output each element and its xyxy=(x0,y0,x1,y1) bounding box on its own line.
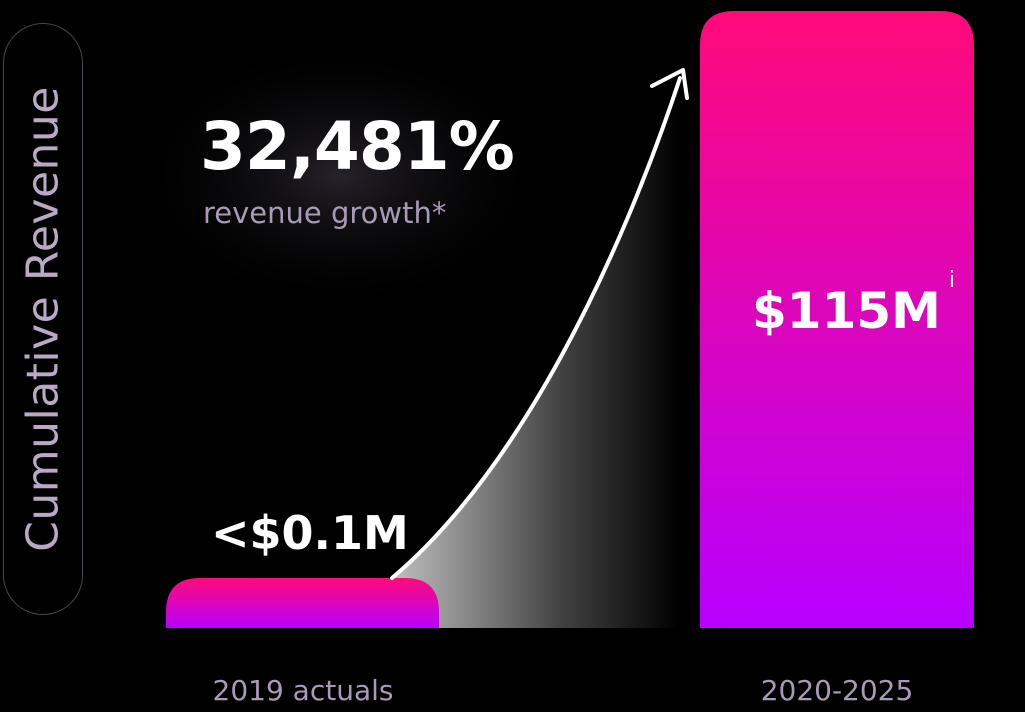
y-axis-label: Cumulative Revenue xyxy=(17,86,69,552)
headline-subtitle: revenue growth* xyxy=(203,196,447,230)
arrow-head xyxy=(650,68,689,100)
headline-value: 32,481% xyxy=(200,108,515,185)
bar-2019-actuals xyxy=(166,578,439,628)
x-tick-2019-actuals: 2019 actuals xyxy=(212,674,394,707)
growth-arrow xyxy=(390,76,682,580)
growth-area xyxy=(392,78,680,628)
bar-value-label-2020-2025: $115Mi xyxy=(752,268,956,340)
headline-glow xyxy=(120,35,560,315)
y-axis-pill xyxy=(3,23,83,615)
x-tick-2020-2025: 2020-2025 xyxy=(760,674,914,707)
footnote-marker[interactable]: i xyxy=(948,268,956,293)
bar-value-label-2019: <$0.1M xyxy=(211,506,409,560)
bar-2020-2025 xyxy=(700,11,974,628)
